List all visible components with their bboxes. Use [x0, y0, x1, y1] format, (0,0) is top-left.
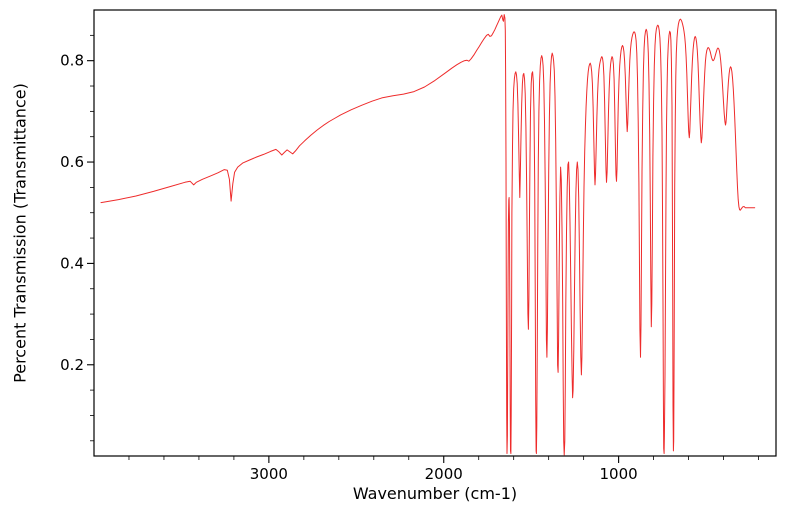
- x-axis-label: Wavenumber (cm-1): [352, 484, 518, 503]
- y-tick-label: 0.6: [60, 153, 84, 171]
- x-tick-label: 3000: [250, 465, 288, 483]
- spectrum-line: [100, 14, 756, 456]
- x-tick-label: 2000: [425, 465, 463, 483]
- y-tick-label: 0.4: [60, 254, 84, 272]
- y-tick-label: 0.8: [60, 52, 84, 70]
- plot-border: [93, 9, 777, 457]
- y-axis-label: Percent Transmission (Transmittance): [10, 83, 30, 383]
- y-tick-label: 0.2: [60, 356, 84, 374]
- x-tick-label: 1000: [600, 465, 638, 483]
